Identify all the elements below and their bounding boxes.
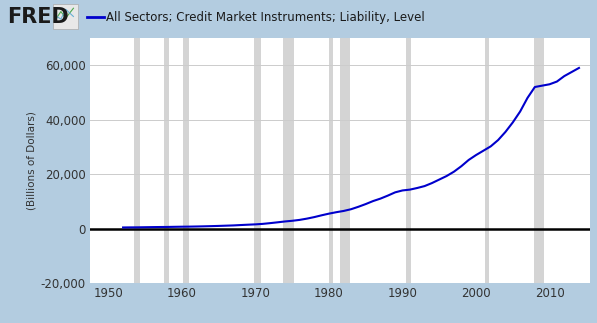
Text: All Sectors; Credit Market Instruments; Liability, Level: All Sectors; Credit Market Instruments; … [106, 11, 425, 24]
Bar [534, 38, 544, 283]
FancyBboxPatch shape [53, 4, 78, 29]
Bar [164, 38, 170, 283]
Bar [284, 38, 294, 283]
Y-axis label: (Billions of Dollars): (Billions of Dollars) [26, 111, 36, 210]
Bar [134, 38, 140, 283]
Bar [329, 38, 333, 283]
Bar [254, 38, 261, 283]
Bar [183, 38, 189, 283]
Bar [406, 38, 411, 283]
Bar [340, 38, 350, 283]
Text: FRED: FRED [7, 7, 69, 27]
Bar [485, 38, 490, 283]
